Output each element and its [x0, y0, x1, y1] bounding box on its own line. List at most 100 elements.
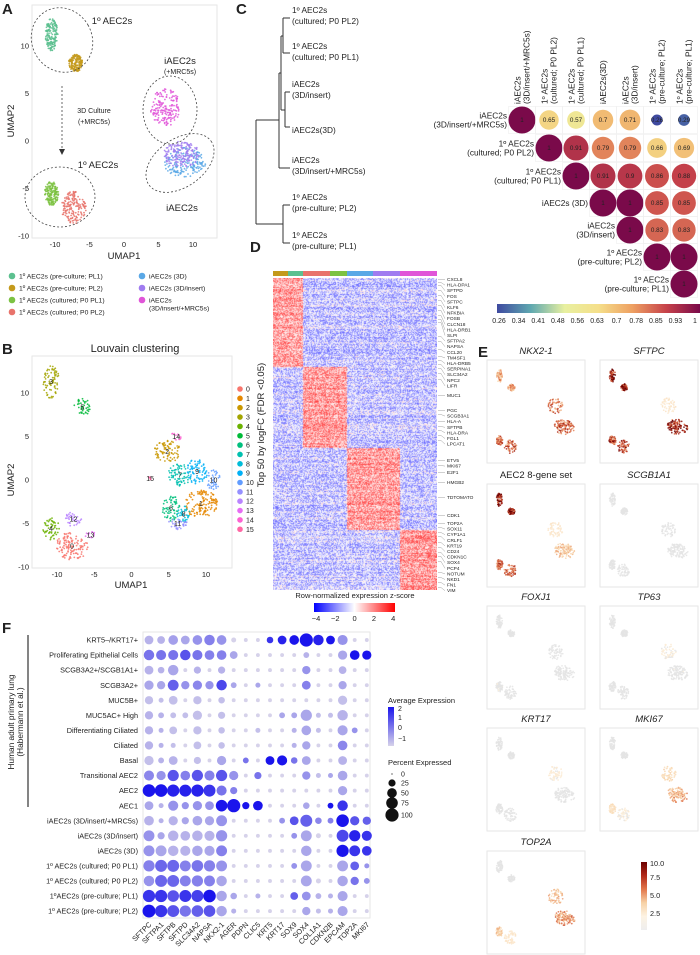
scatter-point	[183, 167, 186, 170]
scatter-point	[52, 202, 55, 205]
scatter-point	[498, 378, 501, 381]
scatter-point	[77, 211, 80, 213]
scatter-point	[680, 420, 683, 423]
legend-label: 6	[246, 443, 250, 450]
scatter-point	[170, 474, 173, 477]
scatter-point	[49, 185, 52, 188]
scatter-point	[509, 635, 511, 638]
scatter-point	[51, 517, 53, 519]
scatter-point	[512, 574, 514, 576]
scatter-point	[44, 530, 47, 533]
scatter-point	[68, 513, 70, 516]
scatter-point	[165, 120, 168, 123]
scatter-point	[511, 451, 514, 453]
scatter-point	[180, 508, 183, 511]
scatter-point	[166, 151, 169, 153]
scatter-point	[194, 504, 197, 507]
scatter-point	[565, 544, 567, 547]
scatter-point	[203, 472, 206, 475]
scatter-point	[199, 166, 201, 169]
scatter-point	[176, 164, 179, 167]
scatter-point	[198, 459, 201, 461]
scatter-point	[613, 494, 616, 497]
scatter-point	[53, 195, 55, 198]
scatter-point	[613, 442, 616, 445]
scatter-point	[186, 160, 189, 163]
scatter-point	[42, 530, 45, 533]
scatter-point	[195, 152, 198, 155]
scatter-point	[45, 535, 47, 537]
scatter-point	[620, 574, 623, 576]
scatter-point	[184, 155, 187, 158]
scatter-point	[170, 107, 172, 110]
scatter-point	[203, 468, 206, 471]
scatter-point	[174, 164, 177, 167]
scatter-point	[206, 513, 209, 516]
scatter-point	[625, 440, 628, 443]
scatter-point	[509, 574, 512, 577]
scatter-point	[508, 564, 511, 567]
correlation-value: 1	[520, 117, 524, 124]
scatter-point	[669, 668, 671, 671]
scatter-point	[49, 538, 52, 541]
scatter-point	[673, 546, 676, 549]
scatter-point	[179, 172, 182, 175]
scatter-point	[168, 164, 171, 167]
scatter-point	[199, 513, 202, 516]
scatter-point	[79, 519, 82, 522]
dendrogram-leaf-label: (cultured; P0 PL1)	[292, 52, 359, 62]
scatter-point	[159, 91, 162, 94]
scatter-point	[555, 420, 558, 423]
scatter-point	[501, 689, 503, 691]
scatter-point	[565, 667, 568, 670]
gene-label: ETV5	[447, 458, 459, 464]
scatter-point	[567, 423, 570, 426]
legend-swatch	[237, 498, 243, 505]
scatter-point	[622, 444, 625, 446]
legend-swatch	[237, 442, 243, 448]
scatter-point	[496, 616, 499, 618]
scatter-point	[167, 116, 170, 119]
legend-swatch	[8, 272, 16, 280]
feature-plot-title: SCGB1A1	[627, 470, 671, 481]
scatter-point	[176, 467, 179, 469]
scatter-point	[165, 118, 168, 121]
plot-title: Louvain clustering	[91, 343, 180, 355]
scatter-point	[670, 420, 673, 423]
scatter-point	[76, 66, 78, 69]
scatter-point	[73, 202, 75, 205]
scatter-point	[183, 163, 186, 166]
scatter-point	[153, 109, 155, 112]
scatter-point	[55, 371, 58, 374]
y-tick-label: 10	[21, 42, 29, 51]
scatter-point	[552, 411, 555, 414]
scatter-point	[166, 440, 169, 443]
scatter-point	[80, 553, 83, 555]
scatter-point	[63, 542, 65, 544]
scatter-point	[617, 689, 619, 692]
scatter-point	[668, 674, 671, 677]
scatter-point	[176, 450, 179, 452]
scatter-point	[675, 676, 678, 679]
scatter-point	[194, 171, 196, 173]
scatter-point	[73, 57, 76, 60]
dendrogram-leaf-label: (cultured; P0 PL2)	[292, 16, 359, 26]
scatter-point	[158, 95, 161, 98]
scatter-point	[612, 627, 614, 629]
scatter-point	[513, 387, 516, 389]
legend-item: 1º AEC2s (pre-culture; PL2)	[8, 284, 103, 293]
gene-label: CLCN18	[447, 322, 466, 328]
scatter-point	[622, 512, 625, 514]
scatter-point	[555, 402, 558, 404]
scatter-point	[611, 616, 614, 619]
scatter-point	[167, 122, 169, 125]
scatter-point	[512, 568, 515, 571]
scatter-point	[165, 94, 168, 96]
scatter-point	[557, 424, 560, 427]
scatter-point	[210, 506, 213, 509]
correlation-value: 0.83	[651, 227, 664, 234]
scatter-point	[508, 452, 511, 454]
scatter-point	[623, 509, 626, 512]
y-tick-label: -10	[18, 232, 29, 241]
scatter-point	[198, 478, 201, 481]
